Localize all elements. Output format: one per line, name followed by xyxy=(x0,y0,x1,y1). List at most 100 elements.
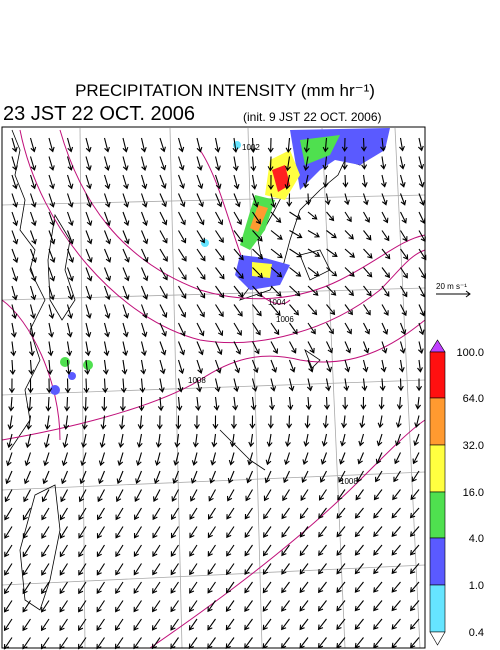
wind-arrow xyxy=(344,267,355,277)
wind-arrow xyxy=(66,248,75,263)
wind-arrow xyxy=(307,230,320,238)
wind-arrow xyxy=(177,156,185,171)
wind-arrow xyxy=(84,341,91,357)
wind-arrow xyxy=(140,285,149,300)
wind-arrow xyxy=(116,470,124,485)
wind-arrow xyxy=(22,600,31,613)
wind-arrow xyxy=(225,600,235,613)
wind-arrow xyxy=(103,248,112,263)
wind-arrow xyxy=(373,581,383,593)
wind-arrow xyxy=(282,489,290,502)
wind-arrow xyxy=(212,415,219,430)
wind-arrow xyxy=(140,174,148,190)
wind-arrow xyxy=(215,322,224,337)
wind-arrow xyxy=(28,341,35,357)
wind-arrow xyxy=(391,618,401,630)
wind-arrow xyxy=(210,452,217,466)
wind-arrow xyxy=(270,341,279,355)
wind-arrow xyxy=(45,396,52,412)
wind-arrow xyxy=(281,507,290,520)
wind-arrow xyxy=(380,137,386,152)
wind-arrow xyxy=(85,174,92,190)
wind-arrow xyxy=(96,563,105,576)
wind-arrow xyxy=(120,378,127,394)
wind-arrow xyxy=(41,526,50,539)
wind-arrow xyxy=(96,581,105,595)
wind-arrow xyxy=(336,618,346,631)
wind-arrow xyxy=(214,359,222,374)
wind-arrow xyxy=(355,489,364,501)
wind-arrow xyxy=(41,563,50,576)
wind-arrow xyxy=(66,137,74,153)
wind-arrow xyxy=(213,396,220,411)
wind-arrow xyxy=(233,341,242,355)
wind-arrow xyxy=(159,193,167,208)
wind-arrow xyxy=(252,230,263,242)
wind-arrow xyxy=(418,304,426,317)
wind-arrow xyxy=(415,396,422,410)
wind-arrow xyxy=(399,193,407,206)
wind-arrow xyxy=(399,156,406,170)
wind-arrow xyxy=(409,581,420,593)
wind-arrow xyxy=(85,156,92,171)
wind-arrow xyxy=(322,415,329,429)
wind-arrow xyxy=(338,470,346,483)
wind-arrow xyxy=(354,600,364,612)
wind-arrow xyxy=(232,137,239,153)
wind-arrow xyxy=(66,341,73,357)
wind-arrow xyxy=(318,507,327,519)
wind-arrow xyxy=(233,230,244,243)
wind-arrow xyxy=(140,341,147,357)
wind-arrow xyxy=(233,359,241,374)
precip-area xyxy=(68,372,76,380)
wind-arrow xyxy=(26,415,32,430)
wind-arrow xyxy=(103,137,110,153)
wind-arrow xyxy=(400,248,409,260)
wind-arrow xyxy=(11,248,19,264)
wind-arrow xyxy=(188,618,198,631)
wind-arrow xyxy=(418,322,425,336)
wind-arrow xyxy=(326,341,333,354)
wind-arrow xyxy=(8,396,15,412)
wind-arrow xyxy=(357,452,365,465)
wind-arrow xyxy=(26,396,33,412)
wind-arrow xyxy=(138,396,145,412)
colorbar-segment xyxy=(429,397,446,446)
wind-arrow xyxy=(41,544,50,558)
wind-arrow xyxy=(103,304,111,319)
wind-arrow xyxy=(122,193,130,208)
wind-arrow xyxy=(103,341,110,357)
wind-arrow xyxy=(170,581,179,594)
wind-arrow xyxy=(11,193,19,208)
wind-arrow xyxy=(249,415,256,429)
wind-arrow xyxy=(400,267,408,279)
wind-arrow xyxy=(121,359,128,375)
wind-arrow xyxy=(48,285,55,301)
wind-arrow xyxy=(43,433,50,449)
wind-arrow xyxy=(336,526,346,538)
grid-line xyxy=(321,127,346,649)
wind-arrow xyxy=(354,637,364,649)
wind-arrow xyxy=(48,248,56,264)
wind-arrow xyxy=(158,378,165,393)
wind-arrow xyxy=(85,230,93,245)
wind-arrow xyxy=(381,341,388,354)
wind-arrow xyxy=(409,507,420,519)
wind-arrow xyxy=(133,526,142,539)
wind-arrow xyxy=(341,137,348,153)
wind-arrow xyxy=(336,600,346,612)
grid-line xyxy=(1,379,426,396)
wind-arrow xyxy=(391,507,401,519)
colorbar-segment xyxy=(429,584,446,633)
wind-arrow xyxy=(303,174,309,189)
wind-arrow xyxy=(196,359,203,374)
wind-arrow xyxy=(60,489,68,503)
wind-arrow xyxy=(189,507,198,520)
wind-arrow xyxy=(196,322,205,337)
wind-legend-label: 20 m s⁻¹ xyxy=(436,282,467,291)
wind-arrow xyxy=(174,433,181,448)
wind-arrow xyxy=(22,618,31,632)
wind-arrow xyxy=(392,489,401,501)
wind-arrow xyxy=(189,581,198,594)
wind-arrow xyxy=(157,396,164,412)
